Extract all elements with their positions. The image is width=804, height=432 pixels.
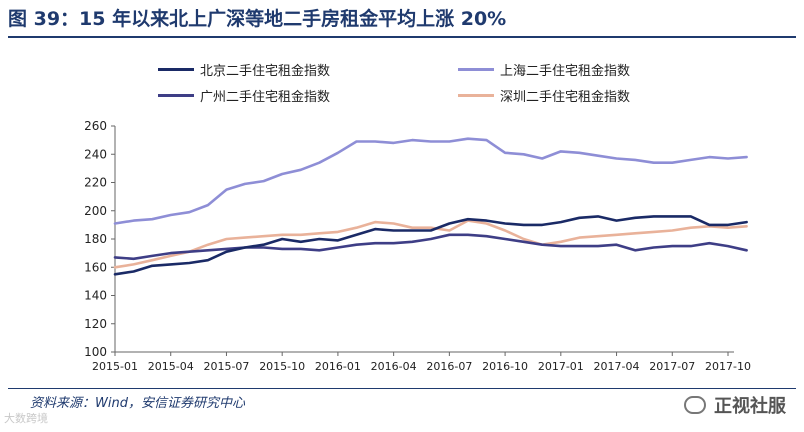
watermark-left: 大数跨境 — [4, 412, 48, 425]
legend-label-shenzhen: 深圳二手住宅租金指数 — [500, 90, 631, 105]
legend-label-shanghai: 上海二手住宅租金指数 — [500, 64, 631, 79]
source-note: 资料来源：Wind，安信证券研究中心 — [30, 396, 245, 411]
series-line-2 — [113, 233, 748, 261]
legend-label-beijing: 北京二手住宅租金指数 — [200, 64, 331, 79]
series-line-3 — [113, 219, 748, 269]
x-tick-label: 2017-10 — [705, 360, 751, 373]
x-tick-label: 2015-07 — [203, 360, 249, 373]
legend-item-guangzhou: 广州二手住宅租金指数 — [158, 86, 330, 105]
watermark-right-label: 正视社服 — [714, 396, 786, 417]
x-tick-label: 2016-10 — [482, 360, 528, 373]
x-tick-label: 2016-01 — [315, 360, 361, 373]
footer-divider — [8, 388, 796, 389]
legend-swatch-shenzhen — [458, 94, 494, 97]
legend-item-shenzhen: 深圳二手住宅租金指数 — [458, 86, 630, 105]
legend-item-shanghai: 上海二手住宅租金指数 — [458, 60, 630, 79]
y-tick-label: 260 — [84, 119, 107, 133]
legend-swatch-beijing — [158, 68, 194, 71]
x-tick-label: 2017-04 — [594, 360, 640, 373]
wechat-icon — [684, 396, 706, 414]
x-tick-label: 2016-04 — [371, 360, 417, 373]
x-tick-label: 2015-01 — [92, 360, 138, 373]
x-tick-label: 2016-07 — [426, 360, 472, 373]
y-tick-label: 220 — [84, 176, 107, 190]
y-tick-label: 140 — [84, 289, 107, 303]
legend-label-guangzhou: 广州二手住宅租金指数 — [200, 90, 331, 105]
y-tick-label: 180 — [84, 232, 107, 246]
series-line-0 — [113, 215, 748, 276]
title-divider — [8, 36, 796, 38]
y-tick-label: 120 — [84, 317, 107, 331]
y-tick-label: 200 — [84, 204, 107, 218]
y-tick-label: 240 — [84, 147, 107, 161]
y-tick-label: 100 — [84, 345, 107, 359]
series-line-1 — [113, 137, 748, 225]
chart-title: 图 39：15 年以来北上广深等地二手房租金平均上涨 20% — [8, 8, 507, 30]
legend-swatch-guangzhou — [158, 94, 194, 97]
x-tick-label: 2015-04 — [148, 360, 194, 373]
legend-item-beijing: 北京二手住宅租金指数 — [158, 60, 330, 79]
y-tick-label: 160 — [84, 260, 107, 274]
x-tick-label: 2015-10 — [259, 360, 305, 373]
watermark-right: 正视社服 — [684, 392, 786, 418]
legend-swatch-shanghai — [458, 68, 494, 71]
x-tick-label: 2017-01 — [538, 360, 584, 373]
x-tick-label: 2017-07 — [649, 360, 695, 373]
